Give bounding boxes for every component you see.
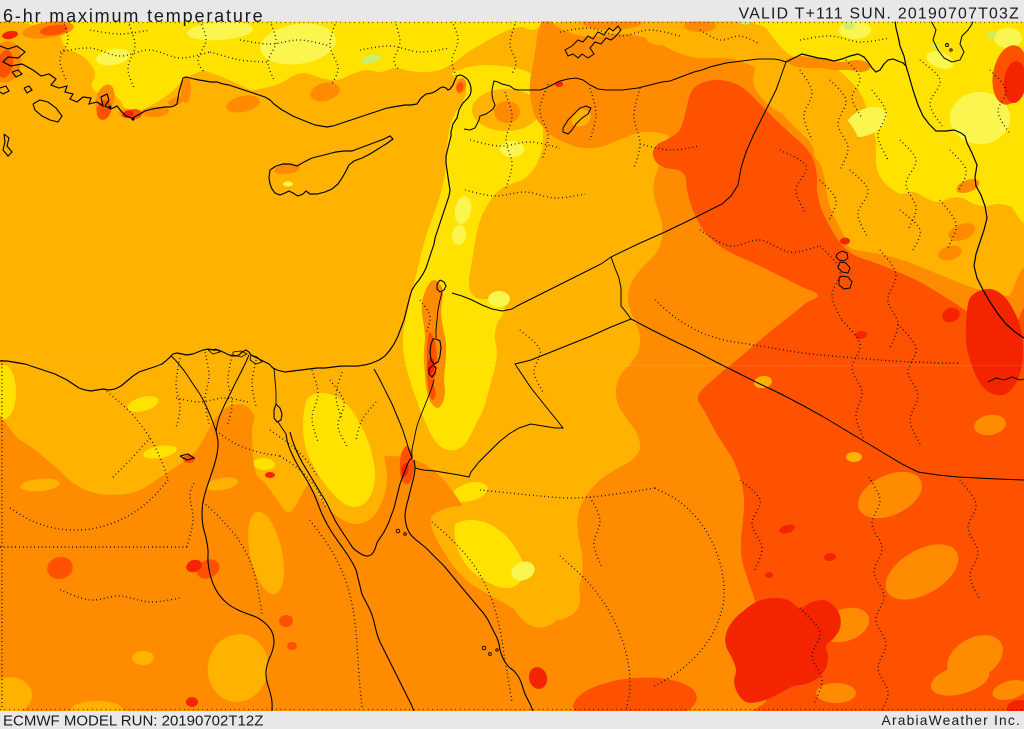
svg-text:ECMWF MODEL RUN: 20190702T12Z: ECMWF MODEL RUN: 20190702T12Z xyxy=(3,713,263,729)
svg-text:ArabiaWeather Inc.: ArabiaWeather Inc. xyxy=(882,713,1021,728)
svg-text:VALID T+111 SUN. 20190707T03Z: VALID T+111 SUN. 20190707T03Z xyxy=(739,5,1020,22)
svg-text:6-hr maximum temperature: 6-hr maximum temperature xyxy=(3,6,264,26)
